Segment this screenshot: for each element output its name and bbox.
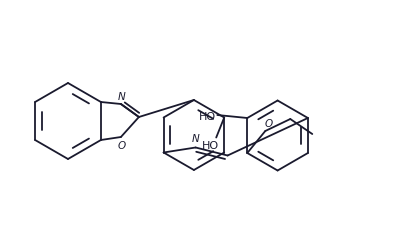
Text: HO: HO — [201, 141, 219, 151]
Text: HO: HO — [199, 112, 216, 122]
Text: N: N — [192, 134, 199, 144]
Text: O: O — [264, 118, 272, 128]
Text: N: N — [118, 92, 126, 102]
Text: O: O — [118, 140, 126, 150]
